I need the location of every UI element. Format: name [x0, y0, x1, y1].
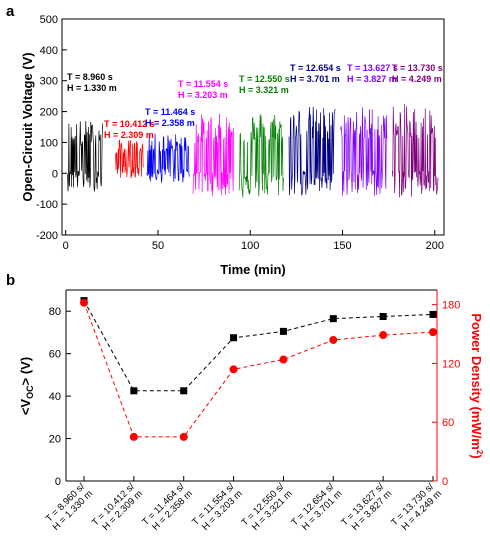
plot-frame-a: [61, 18, 445, 236]
annotation-height: H = 3.321 m: [239, 85, 289, 95]
x-axis-title-a: Time (min): [220, 262, 286, 277]
annotation-height: H = 4.249 m: [392, 74, 442, 84]
left-axis-ticks-b: 0 20 40 60 80: [49, 306, 71, 488]
left-axis-title-b: <VOC> (V): [18, 357, 35, 415]
right-tick-label-b: 0: [442, 476, 448, 488]
y-axis-title-a: Open-Circuit Voltage (V): [20, 52, 35, 201]
series-markers: [80, 297, 437, 441]
voltage-time-chart: T = 8.960 sH = 1.330 m T = 10.412 sH = 2.…: [20, 14, 445, 277]
voltage-trace: [67, 121, 103, 192]
power-point: [329, 335, 338, 344]
y-tick-label-a: -100: [36, 199, 58, 211]
y-axis-ticks-a: -200 -100 0 100 200 300 400 500: [36, 14, 67, 242]
x-axis-ticks-a: 0 50 100 150 200: [63, 230, 444, 252]
voc-point: [230, 334, 238, 342]
annotation-period: T = 12.550 s: [239, 74, 290, 84]
annotation-period: T = 13.627 s: [347, 63, 398, 73]
voltage-trace: [146, 133, 190, 183]
voltage-trace: [192, 113, 234, 197]
annotation-period: T = 10.412 s: [104, 119, 155, 129]
left-tick-label-b: 40: [49, 391, 61, 403]
category-labels-b: T = 8.960 s/H = 1.330 mT = 10.412 s/H = …: [44, 476, 444, 533]
panel-a-label: a: [6, 3, 15, 20]
annotation-height: H = 3.701 m: [290, 74, 340, 84]
annotation-period: T = 11.464 s: [145, 107, 195, 117]
power-point: [279, 355, 288, 364]
y-tick-label-a: 200: [40, 107, 58, 119]
voltage-trace: [238, 113, 284, 198]
y-tick-label-a: 100: [40, 137, 58, 149]
power-point: [129, 432, 138, 441]
y-tick-label-a: -200: [36, 230, 58, 242]
annotation-height: H = 2.309 m: [104, 130, 154, 140]
annotation-height: H = 1.330 m: [67, 83, 117, 93]
voltage-trace: [340, 107, 388, 196]
series-line: [83, 302, 434, 438]
x-tick-label-a: 100: [241, 240, 259, 252]
voc-point: [279, 327, 287, 335]
right-tick-label-b: 60: [442, 417, 454, 429]
series-lines: [83, 300, 434, 438]
left-tick-label-b: 0: [55, 476, 61, 488]
right-axis-title-b: Power Density (mW/m2): [469, 313, 484, 458]
annotation-period: T = 8.960 s: [67, 72, 113, 82]
x-tick-label-a: 200: [426, 240, 444, 252]
annotation-height: H = 3.203 m: [178, 90, 228, 100]
x-tick-label-a: 150: [333, 240, 351, 252]
right-axis-ticks-b: 0 60 120 180: [432, 300, 460, 488]
left-tick-label-b: 80: [49, 306, 61, 318]
power-point: [229, 365, 238, 374]
y-tick-label-a: 0: [52, 168, 58, 180]
annotation-height: H = 2.358 m: [145, 118, 195, 128]
annotation-period: T = 12.654 s: [290, 63, 341, 73]
voltage-trace: [115, 139, 144, 179]
left-tick-label-b: 20: [49, 434, 61, 446]
voc-power-chart: 0 20 40 60 80 0 60 120 180 T = 8.960 s/H = 1.33…: [18, 289, 484, 533]
y-tick-label-a: 400: [40, 45, 58, 57]
x-tick-label-a: 0: [63, 240, 69, 252]
y-tick-label-a: 500: [40, 14, 58, 26]
voc-point: [329, 315, 337, 323]
voc-point: [429, 310, 437, 318]
left-tick-label-b: 60: [49, 349, 61, 361]
y-tick-label-a: 300: [40, 76, 58, 88]
voc-point: [379, 313, 387, 321]
power-point: [179, 432, 188, 441]
power-point: [429, 328, 437, 337]
voltage-traces: [67, 104, 439, 198]
annotation-period: T = 13.730 s: [392, 63, 443, 73]
annotation-height: H = 3.827 m: [347, 74, 397, 84]
right-tick-label-b: 180: [442, 300, 460, 312]
power-point: [379, 331, 388, 340]
voltage-trace: [288, 106, 336, 196]
x-tick-label-a: 50: [152, 240, 164, 252]
trace-annotations: T = 8.960 sH = 1.330 m T = 10.412 sH = 2.…: [67, 63, 443, 140]
voc-point: [130, 387, 138, 395]
panel-b-label: b: [6, 272, 15, 289]
power-point: [80, 298, 88, 307]
voc-point: [180, 387, 188, 395]
right-tick-label-b: 120: [442, 358, 460, 370]
annotation-period: T = 11.554 s: [178, 79, 228, 89]
voltage-trace: [391, 104, 439, 198]
